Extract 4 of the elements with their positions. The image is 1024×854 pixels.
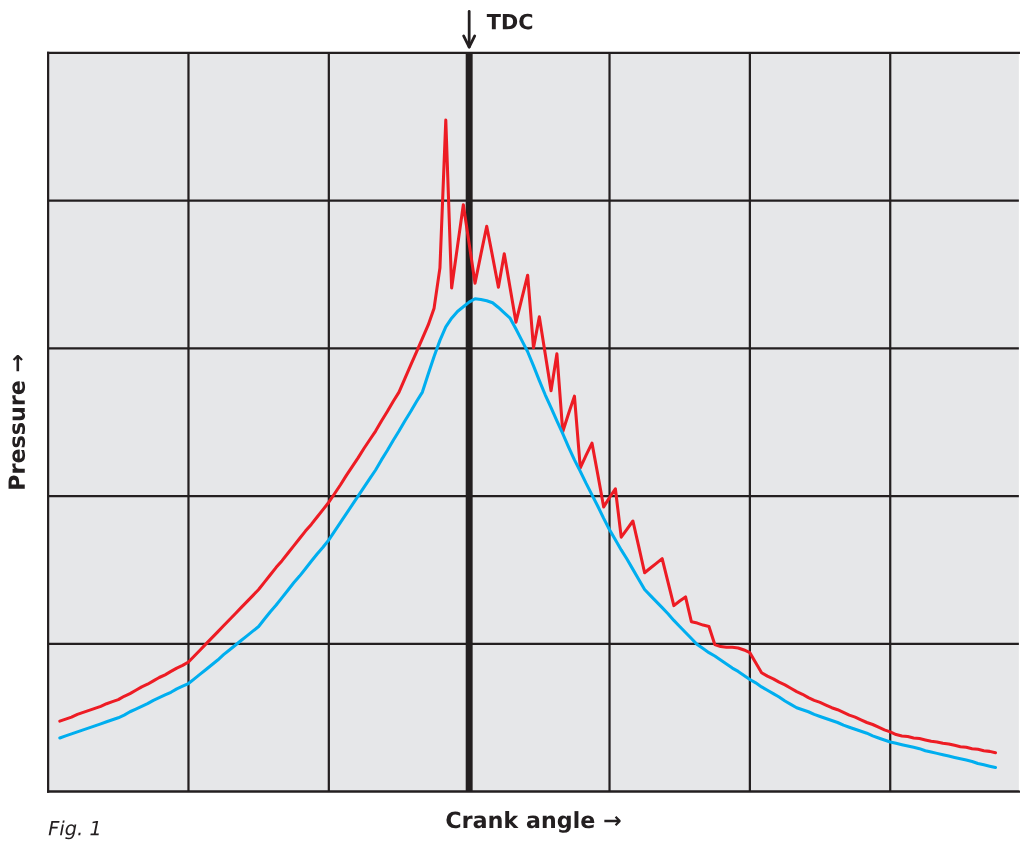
caption: Fig. 1 — [48, 820, 99, 840]
text: TDC — [486, 13, 533, 30]
y-axis-title: Pressure → — [8, 354, 26, 489]
x-axis-title: Crank angle → — [446, 811, 621, 833]
